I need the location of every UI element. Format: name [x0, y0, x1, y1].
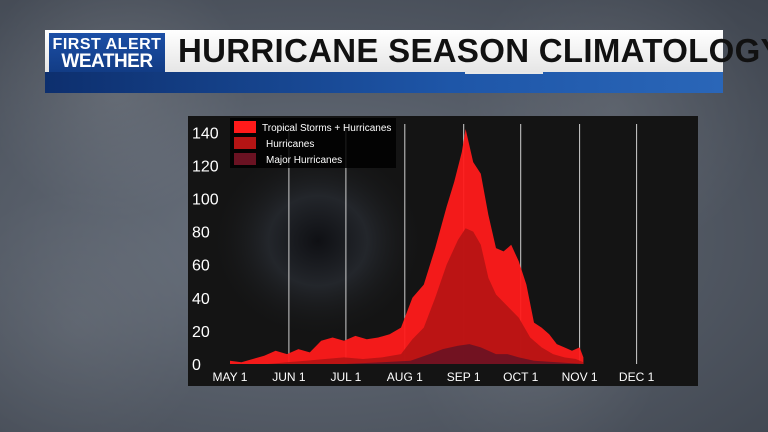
legend-label-3: Major Hurricanes — [266, 155, 342, 166]
page-title: HURRICANE SEASON CLIMATOLOGY — [178, 32, 768, 69]
x-tick-label: DEC 1 — [619, 370, 655, 384]
legend-box — [230, 118, 396, 168]
legend-swatch-1 — [234, 121, 256, 133]
x-tick-label: SEP 1 — [447, 370, 481, 384]
x-tick-label: NOV 1 — [562, 370, 598, 384]
y-tick-label: 40 — [192, 291, 210, 308]
climatology-chart: 0 20 40 60 80 100 120 140 MAY 1 JUN 1 JUL 1 AUG 1 S… — [192, 118, 655, 384]
logo-line-1: FIRST ALERT — [52, 36, 162, 53]
y-tick-label: 0 — [192, 357, 201, 374]
x-tick-label: JUL 1 — [330, 370, 361, 384]
y-tick-label: 60 — [192, 258, 210, 275]
legend-label-1: Tropical Storms + Hurricanes — [262, 123, 391, 134]
legend-swatch-2 — [234, 137, 256, 149]
blue-stripe — [45, 72, 723, 93]
y-tick-label: 120 — [192, 158, 219, 175]
y-tick-label: 80 — [192, 225, 210, 242]
y-tick-label: 140 — [192, 125, 219, 142]
x-tick-label: OCT 1 — [503, 370, 538, 384]
logo-line-2: WEATHER — [61, 51, 153, 72]
y-tick-label: 100 — [192, 191, 219, 208]
x-tick-label: MAY 1 — [213, 370, 248, 384]
area-series-2 — [230, 228, 584, 364]
x-tick-label: AUG 1 — [387, 370, 423, 384]
area-series-3 — [230, 344, 584, 364]
hurricane-eye-image — [208, 141, 428, 341]
legend-label-2: Hurricanes — [266, 139, 314, 150]
y-tick-label: 20 — [192, 324, 210, 341]
title-accent-line — [465, 72, 543, 74]
first-alert-weather-logo: FIRST ALERT WEATHER — [49, 33, 165, 72]
x-tick-label: JUN 1 — [272, 370, 306, 384]
legend-swatch-3 — [234, 153, 256, 165]
